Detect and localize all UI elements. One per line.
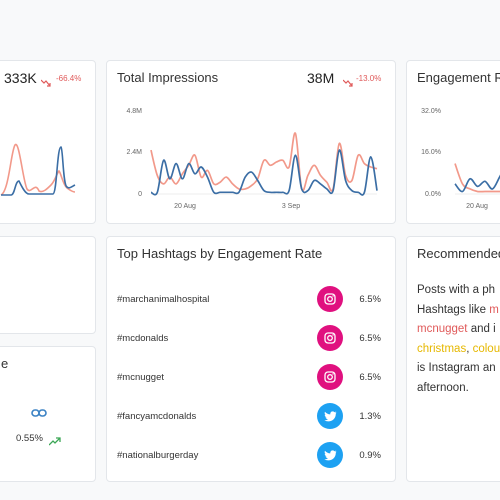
reach-delta: -66.4% xyxy=(56,74,82,83)
left-empty-card xyxy=(0,236,96,334)
engagement-ytick: 16.0% xyxy=(421,149,441,156)
twitter-icon xyxy=(317,442,343,468)
impressions-ytick: 2.4M xyxy=(126,149,142,156)
impressions-xtick: 20 Aug xyxy=(174,203,196,210)
twitter-icon xyxy=(317,403,343,429)
recommended-title: Recommended xyxy=(417,246,500,261)
rec-hashtag-link[interactable]: christmas xyxy=(417,342,467,355)
rec-hashtag-link[interactable]: mcnugget xyxy=(417,323,468,335)
hashtags-title: Top Hashtags by Engagement Rate xyxy=(117,246,323,261)
hashtags-card: Top Hashtags by Engagement Rate #marchan… xyxy=(106,236,396,482)
impressions-series-line-impressions xyxy=(150,149,378,196)
engagement-card: Engagement Ra 32.0% 16.0% 0.0% 20 Aug xyxy=(406,60,500,224)
instagram-icon xyxy=(317,364,343,390)
impressions-card: Total Impressions 38M -13.0% 4.8M 2.4M 0… xyxy=(106,60,396,224)
stat-card-value: 0.55% xyxy=(16,433,43,444)
impressions-metric: 38M xyxy=(307,70,335,86)
rec-line: Hashtags like xyxy=(417,303,490,316)
impressions-series-line-engagement xyxy=(150,132,378,192)
impressions-delta: -13.0% xyxy=(356,74,382,83)
hashtag-label: #marchanimalhospital xyxy=(117,294,210,305)
impressions-ytick: 4.8M xyxy=(126,108,142,115)
impressions-xtick: 3 Sep xyxy=(281,203,301,210)
reach-line-impressions xyxy=(1,146,76,196)
hashtag-rate: 1.3% xyxy=(359,411,381,422)
engagement-xtick: 20 Aug xyxy=(466,203,488,210)
reach-card: 333K -66.4% xyxy=(0,60,96,224)
rec-line: is Instagram an xyxy=(417,362,496,374)
rec-hashtag-link[interactable]: m xyxy=(489,303,499,316)
hashtag-rate: 0.9% xyxy=(359,450,381,461)
reach-metric: 333K xyxy=(4,70,37,86)
trend-down-icon xyxy=(342,74,353,92)
impressions-ytick: 0 xyxy=(138,191,142,198)
engagement-ytick: 32.0% xyxy=(421,108,441,115)
engagement-series-line-engagement xyxy=(454,163,500,193)
instagram-icon xyxy=(317,325,343,351)
hashtag-rate: 6.5% xyxy=(359,333,381,344)
hashtag-label: #mcdonalds xyxy=(117,333,169,344)
impressions-chart xyxy=(150,132,378,196)
instagram-icon xyxy=(317,286,343,312)
engagement-ytick: 0.0% xyxy=(425,191,441,198)
hashtag-label: #nationalburgerday xyxy=(117,450,199,461)
engagement-title: Engagement Ra xyxy=(417,70,500,85)
rec-line: , xyxy=(466,342,473,355)
hashtag-label: #mcnugget xyxy=(117,372,165,383)
recommended-text: Posts with a ph Hashtags like m mcnugget… xyxy=(417,281,500,398)
hashtag-label: #fancyamcdonalds xyxy=(117,411,197,422)
trend-up-icon xyxy=(48,433,61,451)
hashtag-rate: 6.5% xyxy=(359,294,381,305)
recommended-card: Recommended Posts with a ph Hashtags lik… xyxy=(406,236,500,482)
trend-down-icon xyxy=(40,74,51,92)
rec-line: and i xyxy=(467,323,496,335)
stat-card-title: e xyxy=(1,356,9,371)
engagement-series-line-impressions xyxy=(454,174,500,193)
stat-card: e 0.55% xyxy=(0,346,96,482)
rec-line: afternoon. xyxy=(417,381,469,394)
rec-hashtag-link[interactable]: colou xyxy=(472,342,500,355)
hashtag-rate: 6.5% xyxy=(359,372,381,383)
impressions-title: Total Impressions xyxy=(117,70,219,85)
reach-chart xyxy=(0,144,76,196)
rec-line: Posts with a ph xyxy=(417,284,495,296)
link-icon[interactable] xyxy=(31,405,47,423)
engagement-chart xyxy=(454,163,500,195)
